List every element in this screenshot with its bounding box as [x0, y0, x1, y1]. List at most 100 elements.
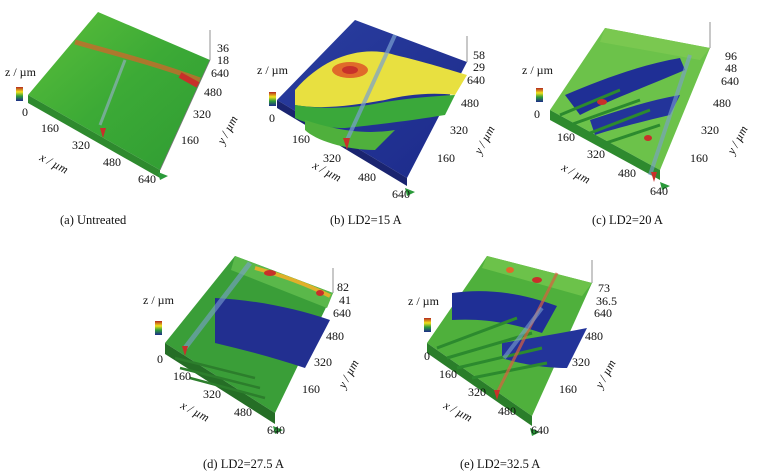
z-label: z / µm [257, 63, 288, 77]
surface-plot-a [28, 12, 211, 180]
y-tick-320: 320 [314, 355, 332, 369]
red-spot-2 [644, 135, 652, 141]
red-spot-2 [316, 290, 324, 296]
x-tick-160: 160 [292, 132, 310, 146]
z-zero: 0 [157, 352, 163, 366]
z-tick-mid: 36.5 [596, 294, 617, 308]
caption-e: (e) LD2=32.5 A [460, 457, 541, 471]
x-tick-480: 480 [358, 170, 376, 184]
x-tick-320: 320 [587, 147, 605, 161]
x-tick-160: 160 [439, 367, 457, 381]
section-plane [495, 272, 559, 394]
z-tick-max: 36 [217, 41, 229, 55]
x-tick-160: 160 [173, 369, 191, 383]
colorbar [16, 87, 23, 101]
x-tick-160: 160 [41, 121, 59, 135]
caption-c: (c) LD2=20 A [592, 213, 663, 227]
red-spot-2 [506, 267, 514, 273]
section-marker [494, 390, 500, 400]
y-tick-320: 320 [450, 123, 468, 137]
panel-d: z / µm 0 82 41 640 480 320 160 y / µm 16… [135, 238, 385, 475]
caption-a: (a) Untreated [60, 213, 127, 227]
z-tick-mid: 48 [725, 61, 737, 75]
panel-e: z / µm 0 73 36.5 640 480 320 160 y / µm … [392, 238, 642, 475]
x-tick-480: 480 [103, 155, 121, 169]
z-zero: 0 [269, 111, 275, 125]
red-spot [532, 277, 542, 283]
y-tick-160: 160 [559, 382, 577, 396]
z-zero: 0 [534, 107, 540, 121]
caption-b: (b) LD2=15 A [330, 213, 402, 227]
surface-plot-c [550, 22, 711, 190]
section-marker [343, 138, 350, 150]
z-label: z / µm [143, 293, 174, 307]
section-plane [183, 261, 252, 350]
section-plane [648, 54, 692, 176]
ridges [174, 356, 266, 400]
y-tick-480: 480 [461, 96, 479, 110]
x-axis-arrow [273, 426, 283, 434]
x-tick-320: 320 [72, 138, 90, 152]
section-marker [182, 346, 188, 356]
surface-plot-d [165, 256, 334, 434]
x-tick-640: 640 [267, 423, 285, 437]
blue-region-2 [502, 328, 587, 368]
surface-plot-e [427, 256, 593, 436]
x-tick-640: 640 [531, 423, 549, 437]
ridges [559, 88, 661, 147]
y-tick-640: 640 [721, 74, 739, 88]
z-tick-mid: 29 [473, 60, 485, 74]
z-tick-max: 96 [725, 49, 737, 63]
ridges [436, 316, 548, 380]
y-tick-160: 160 [302, 382, 320, 396]
y-tick-320: 320 [701, 123, 719, 137]
section-plane-2 [502, 306, 544, 360]
z-tick-mid: 41 [339, 293, 351, 307]
x-tick-480: 480 [618, 166, 636, 180]
surface-side [550, 110, 660, 180]
y-tick-640: 640 [333, 306, 351, 320]
x-tick-320: 320 [203, 387, 221, 401]
x-tick-480: 480 [498, 404, 516, 418]
z-tick-mid: 18 [217, 53, 229, 67]
top-strip [600, 28, 710, 60]
panel-b: z / µm 0 58 29 640 480 320 160 y / µm 16… [255, 0, 505, 235]
y-tick-160: 160 [181, 133, 199, 147]
section-marker [100, 128, 106, 138]
section-plane [98, 59, 127, 126]
colorbar [155, 321, 162, 335]
surface-top [28, 12, 210, 170]
y-tick-160: 160 [437, 151, 455, 165]
top-strip [482, 256, 592, 296]
colorbar [536, 88, 543, 102]
y-tick-320: 320 [572, 355, 590, 369]
z-tick-max: 82 [337, 280, 349, 294]
y-tick-480: 480 [713, 96, 731, 110]
colorbar [424, 318, 431, 332]
z-label: z / µm [408, 294, 439, 308]
panel-c: z / µm 0 96 48 640 480 320 160 y / µm 16… [510, 0, 759, 235]
x-tick-640: 640 [138, 172, 156, 186]
y-tick-160: 160 [690, 151, 708, 165]
surface-side [427, 343, 532, 426]
x-axis-arrow [660, 182, 670, 190]
y-axis [159, 59, 211, 171]
green-band [295, 95, 455, 128]
x-tick-640: 640 [650, 184, 668, 198]
colorbar [269, 92, 276, 106]
z-tick-max: 73 [598, 281, 610, 295]
y-tick-320: 320 [193, 107, 211, 121]
y-tick-480: 480 [326, 329, 344, 343]
section-plane [345, 34, 397, 141]
surface-ridge-2 [178, 72, 200, 88]
x-tick-640: 640 [392, 187, 410, 201]
z-zero: 0 [424, 349, 430, 363]
x-axis-arrow [405, 188, 415, 196]
surface-side [28, 95, 160, 178]
z-zero: 0 [22, 105, 28, 119]
x-axis-arrow [158, 172, 168, 180]
y-tick-480: 480 [204, 85, 222, 99]
x-tick-160: 160 [557, 130, 575, 144]
z-label: z / µm [522, 63, 553, 77]
x-axis-arrow [530, 428, 540, 436]
